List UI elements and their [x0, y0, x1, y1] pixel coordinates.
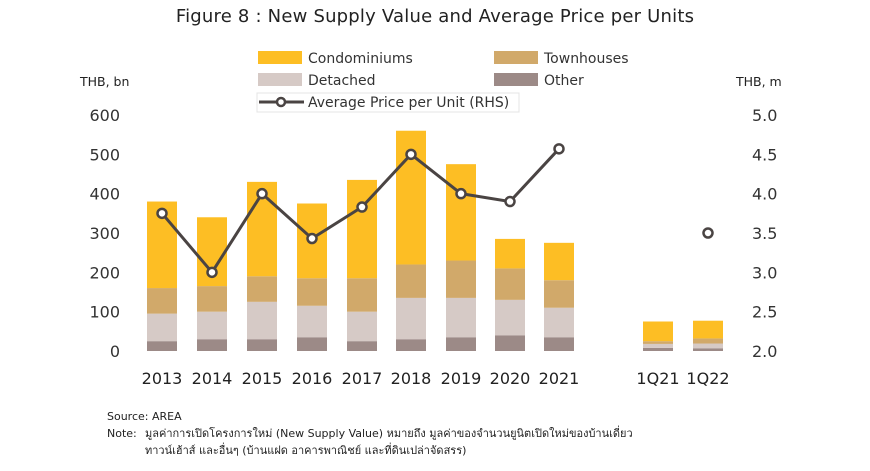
bar-townhouses-2014 — [197, 286, 227, 312]
right-tick-label: 2.5 — [752, 303, 777, 322]
right-axis-title: THB, m — [735, 74, 782, 89]
bar-detached-2014 — [197, 311, 227, 340]
notes: Source: AREA Note: มูลค่าการเปิดโครงการใ… — [107, 408, 633, 459]
bar-condominiums-1q22 — [693, 320, 723, 339]
line-series — [156, 143, 714, 279]
bar-other-2016 — [297, 337, 327, 351]
line-point-2018 — [405, 148, 417, 161]
bar-other-2014 — [197, 339, 227, 351]
left-axis-title: THB, bn — [79, 74, 129, 89]
x-tick-label: 2015 — [242, 369, 283, 388]
legend-label-townhouses: Townhouses — [543, 51, 629, 67]
bar-detached-2018 — [396, 297, 426, 340]
x-tick-label: 2016 — [292, 369, 333, 388]
chart-area: Condominiums Townhouses Detached Other Avera… — [79, 51, 782, 388]
left-axis: THB, bn 0 100 200 300 400 500 600 — [79, 74, 129, 361]
bar-townhouses-2013 — [147, 288, 177, 314]
bar-other-1q21 — [643, 347, 673, 351]
right-axis: THB, m 2.0 2.5 3.0 3.5 4.0 4.5 5.0 — [735, 74, 782, 361]
bar-townhouses-2018 — [396, 264, 426, 298]
right-tick-label: 4.5 — [752, 145, 777, 164]
legend-line-marker — [275, 96, 287, 108]
source-text: Source: AREA — [107, 410, 182, 423]
bar-condominiums-2019 — [446, 164, 476, 261]
bar-condominiums-1q21 — [643, 321, 673, 342]
bar-other-2018 — [396, 339, 426, 351]
legend-swatch-townhouses — [494, 51, 538, 64]
legend-swatch-other — [494, 73, 538, 86]
line-point-1q22 — [702, 227, 714, 239]
bar-townhouses-2017 — [347, 278, 377, 312]
bar-townhouses-2020 — [495, 268, 525, 300]
x-tick-label: 1Q22 — [686, 369, 729, 388]
x-tick-label: 2013 — [142, 369, 183, 388]
left-tick-label: 500 — [89, 145, 120, 164]
bar-detached-1q21 — [643, 343, 673, 348]
left-tick-label: 600 — [89, 106, 120, 125]
line-point-2013 — [156, 207, 168, 220]
bar-townhouses-2016 — [297, 278, 327, 306]
right-tick-label: 5.0 — [752, 106, 777, 125]
line-point-2014 — [206, 266, 218, 279]
bar-townhouses-2015 — [247, 276, 277, 302]
bar-detached-2015 — [247, 301, 277, 340]
bar-detached-2017 — [347, 311, 377, 342]
left-tick-label: 100 — [89, 303, 120, 322]
legend-line-box — [256, 92, 520, 113]
x-axis: 2013 2014 2015 2016 2017 2018 2019 2020 2021 1Q21… — [142, 369, 730, 388]
right-tick-label: 3.5 — [752, 224, 777, 243]
x-tick-label: 2014 — [192, 369, 233, 388]
line-point-2017 — [356, 201, 368, 213]
legend-swatch-condominiums — [258, 51, 302, 64]
left-tick-label: 200 — [89, 263, 120, 282]
right-tick-label: 2.0 — [752, 342, 777, 361]
chart-title: Figure 8 : New Supply Value and Average … — [175, 6, 695, 27]
legend: Condominiums Townhouses Detached Other Avera… — [256, 51, 629, 113]
bar-other-2019 — [446, 337, 476, 351]
legend-swatch-detached — [258, 73, 302, 86]
left-tick-label: 0 — [110, 342, 120, 361]
legend-label-condominiums: Condominiums — [308, 51, 413, 67]
bar-detached-2013 — [147, 313, 177, 342]
x-tick-label: 2019 — [441, 369, 482, 388]
line-point-2016 — [306, 232, 318, 245]
bar-other-2021 — [544, 337, 574, 351]
bar-other-2013 — [147, 341, 177, 351]
legend-label-detached: Detached — [308, 73, 376, 89]
bar-other-1q22 — [693, 348, 723, 351]
bar-detached-2019 — [446, 297, 476, 338]
bar-detached-2016 — [297, 305, 327, 338]
bar-townhouses-1q22 — [693, 338, 723, 344]
note-line-2: ทาวน์เฮ้าส์ และอื่นๆ (บ้านแฝด อาคารพาณิช… — [145, 444, 467, 457]
bar-townhouses-1q21 — [643, 341, 673, 344]
bar-condominiums-2020 — [495, 238, 525, 269]
bar-detached-2021 — [544, 307, 574, 338]
x-tick-label: 2021 — [539, 369, 580, 388]
bar-other-2017 — [347, 341, 377, 351]
x-tick-label: 2020 — [490, 369, 531, 388]
note-line-1: มูลค่าการเปิดโครงการใหม่ (New Supply Val… — [145, 427, 633, 440]
bar-detached-1q22 — [693, 343, 723, 349]
bar-condominiums-2021 — [544, 242, 574, 281]
x-tick-label: 2018 — [391, 369, 432, 388]
left-tick-label: 300 — [89, 224, 120, 243]
line-point-2021 — [553, 143, 565, 155]
bar-series — [147, 130, 723, 351]
bar-townhouses-2019 — [446, 260, 476, 298]
right-tick-label: 4.0 — [752, 185, 777, 204]
x-tick-label: 1Q21 — [636, 369, 679, 388]
line-point-2019 — [455, 187, 467, 200]
x-tick-label: 2017 — [342, 369, 383, 388]
note-label: Note: — [107, 427, 137, 440]
line-point-2015 — [256, 187, 268, 200]
legend-label-average-price: Average Price per Unit (RHS) — [308, 95, 509, 111]
legend-label-other: Other — [544, 73, 584, 89]
line-point-2020 — [504, 195, 516, 208]
bar-detached-2020 — [495, 299, 525, 336]
bar-other-2015 — [247, 339, 277, 351]
bar-other-2020 — [495, 335, 525, 351]
bar-townhouses-2021 — [544, 280, 574, 308]
left-tick-label: 400 — [89, 185, 120, 204]
right-tick-label: 3.0 — [752, 263, 777, 282]
